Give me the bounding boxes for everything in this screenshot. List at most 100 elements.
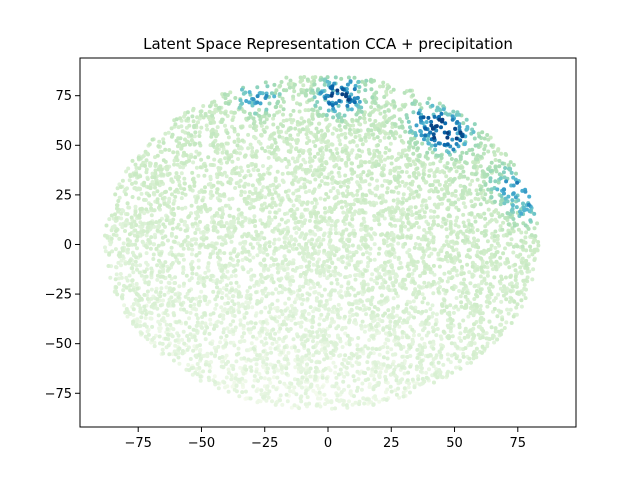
scatter-point bbox=[441, 362, 446, 367]
scatter-point bbox=[251, 346, 256, 351]
scatter-point bbox=[193, 353, 198, 358]
scatter-point bbox=[354, 250, 359, 255]
scatter-point bbox=[121, 288, 126, 293]
scatter-point bbox=[498, 224, 503, 229]
scatter-point bbox=[291, 203, 296, 208]
scatter-point bbox=[154, 220, 159, 225]
scatter-point bbox=[397, 324, 402, 329]
scatter-point bbox=[307, 239, 312, 244]
scatter-point bbox=[487, 289, 492, 294]
scatter-point bbox=[146, 221, 151, 226]
scatter-point bbox=[482, 278, 487, 282]
scatter-point bbox=[303, 169, 308, 174]
scatter-point bbox=[432, 174, 437, 179]
scatter-point bbox=[167, 266, 171, 271]
scatter-point bbox=[351, 374, 356, 379]
scatter-point bbox=[144, 312, 149, 317]
scatter-point bbox=[248, 330, 253, 335]
scatter-point bbox=[368, 351, 373, 356]
scatter-point bbox=[337, 174, 342, 179]
scatter-point bbox=[294, 230, 299, 235]
scatter-point bbox=[282, 381, 287, 386]
scatter-point bbox=[184, 153, 189, 158]
scatter-point bbox=[275, 305, 280, 310]
scatter-point bbox=[348, 206, 353, 211]
scatter-point bbox=[536, 240, 541, 244]
scatter-point bbox=[487, 319, 492, 324]
scatter-point bbox=[255, 233, 260, 238]
scatter-point bbox=[196, 258, 201, 263]
scatter-point bbox=[364, 397, 369, 402]
scatter-point bbox=[462, 277, 467, 282]
scatter-point bbox=[285, 271, 290, 276]
scatter-point bbox=[260, 288, 265, 293]
scatter-point bbox=[271, 182, 276, 187]
scatter-point bbox=[346, 244, 351, 249]
scatter-point bbox=[104, 223, 109, 228]
scatter-point bbox=[449, 230, 454, 235]
scatter-point bbox=[216, 344, 221, 349]
scatter-point bbox=[410, 337, 415, 342]
scatter-point bbox=[427, 246, 432, 251]
scatter-point bbox=[248, 242, 253, 247]
scatter-point bbox=[464, 254, 469, 259]
scatter-point bbox=[169, 231, 174, 236]
scatter-point bbox=[336, 170, 341, 175]
scatter-point bbox=[363, 268, 368, 273]
scatter-point bbox=[299, 399, 304, 404]
scatter-point bbox=[227, 370, 231, 375]
scatter-point bbox=[211, 289, 216, 294]
scatter-point bbox=[218, 280, 223, 284]
scatter-point bbox=[461, 281, 466, 286]
scatter-point bbox=[283, 244, 288, 249]
scatter-point bbox=[404, 350, 409, 354]
scatter-point bbox=[289, 171, 294, 176]
scatter-point bbox=[164, 322, 169, 327]
scatter-point bbox=[313, 219, 318, 224]
scatter-point bbox=[175, 144, 180, 149]
scatter-point bbox=[376, 251, 381, 256]
scatter-point bbox=[214, 347, 219, 352]
scatter-point bbox=[158, 341, 162, 346]
scatter-point bbox=[246, 132, 251, 137]
scatter-point bbox=[250, 162, 255, 167]
scatter-point bbox=[278, 284, 283, 288]
scatter-point bbox=[382, 216, 387, 221]
scatter-point bbox=[195, 212, 200, 217]
scatter-point bbox=[310, 237, 315, 242]
scatter-point bbox=[313, 232, 318, 237]
scatter-point bbox=[428, 307, 433, 311]
scatter-point bbox=[376, 218, 381, 223]
scatter-point bbox=[254, 369, 259, 374]
scatter-point bbox=[426, 281, 431, 286]
scatter-point bbox=[467, 270, 472, 275]
scatter-point bbox=[346, 361, 350, 366]
scatter-point bbox=[224, 334, 229, 338]
scatter-point bbox=[373, 394, 377, 399]
scatter-point bbox=[253, 313, 258, 318]
scatter-point bbox=[453, 304, 458, 309]
scatter-point bbox=[153, 161, 158, 166]
scatter-point bbox=[359, 323, 364, 328]
scatter-point bbox=[472, 236, 476, 241]
scatter-point bbox=[308, 333, 313, 338]
scatter-point bbox=[391, 237, 396, 242]
scatter-point bbox=[475, 267, 480, 272]
scatter-point bbox=[170, 179, 175, 184]
scatter-point bbox=[420, 376, 425, 381]
scatter-point bbox=[414, 295, 419, 300]
scatter-point bbox=[305, 362, 309, 367]
scatter-point bbox=[242, 339, 247, 343]
scatter-point bbox=[200, 198, 205, 203]
scatter-point bbox=[272, 337, 277, 342]
scatter-point bbox=[203, 298, 208, 303]
scatter-point bbox=[209, 189, 213, 194]
scatter-point bbox=[145, 177, 150, 181]
scatter-point bbox=[372, 136, 377, 141]
scatter-point bbox=[275, 110, 280, 115]
scatter-point bbox=[193, 241, 198, 246]
scatter-point bbox=[385, 186, 390, 191]
scatter-point bbox=[200, 315, 205, 319]
scatter-point bbox=[362, 401, 367, 406]
scatter-point bbox=[277, 380, 282, 385]
